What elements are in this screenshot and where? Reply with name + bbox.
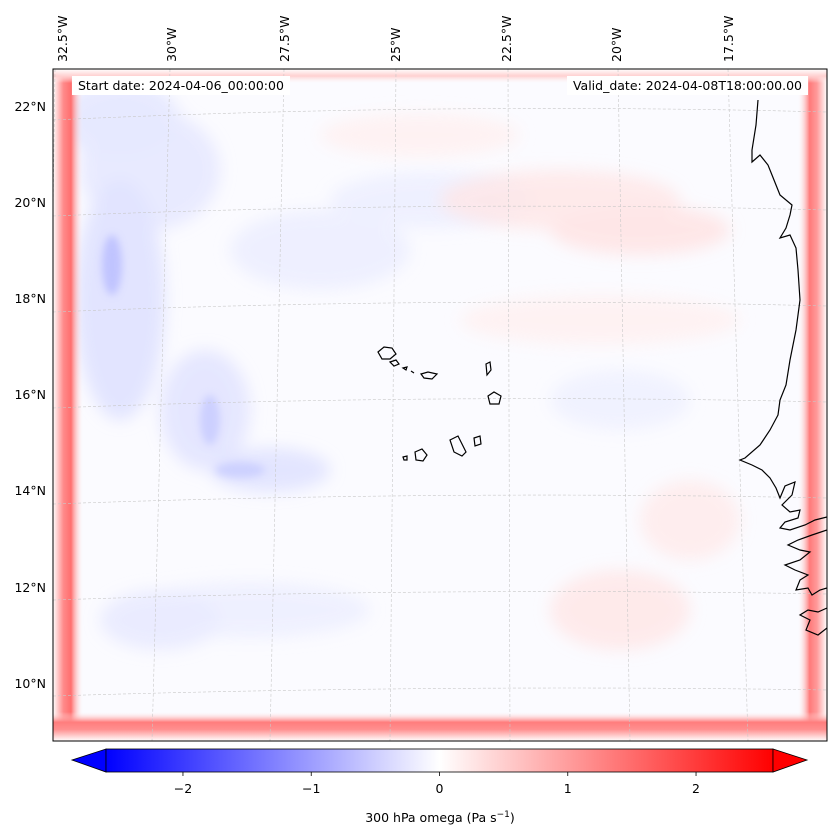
colorbar-extend-min <box>70 748 107 773</box>
island-fogo <box>414 448 428 462</box>
island-sao-vicente <box>388 359 400 367</box>
boundary-band-bottom <box>53 712 827 741</box>
map-plot-area[interactable] <box>46 68 828 742</box>
colorbar-ticks: −2 −1 0 1 2 <box>174 772 700 796</box>
colorbar-tick-label: 0 <box>436 781 444 796</box>
colorbar-tick-label: 1 <box>564 781 572 796</box>
cape-verde-islands <box>377 346 502 462</box>
lon-label-30w: 30°W <box>164 27 179 62</box>
boundary-band-right <box>798 69 827 741</box>
lat-label-18n: 18°N <box>14 291 46 306</box>
lat-label-12n: 12°N <box>14 580 46 595</box>
lon-label-32-5w: 32.5°W <box>55 16 70 62</box>
lat-label-14n: 14°N <box>14 483 46 498</box>
lon-label-27-5w: 27.5°W <box>277 16 292 62</box>
island-brava <box>402 455 408 461</box>
island-maio <box>473 435 482 447</box>
island-boa-vista <box>487 391 502 405</box>
island-santo-antao <box>377 346 397 360</box>
longitude-labels: 32.5°W 30°W 27.5°W 25°W 22.5°W 20°W 17.5… <box>55 16 736 62</box>
map-frame <box>52 68 828 742</box>
lon-label-17-5w: 17.5°W <box>721 16 736 62</box>
coastline <box>738 99 827 636</box>
boundary-band-left <box>53 69 83 741</box>
latitude-labels: 22°N 20°N 18°N 16°N 14°N 12°N 10°N <box>14 99 46 691</box>
lon-label-22-5w: 22.5°W <box>499 16 514 62</box>
coastline-africa <box>738 99 827 636</box>
lat-label-20n: 20°N <box>14 195 46 210</box>
start-date-label: Start date: 2024-04-06_00:00:00 <box>72 76 290 95</box>
lon-label-25w: 25°W <box>388 27 403 62</box>
island-sao-nicolau <box>410 370 439 380</box>
island-sal <box>485 361 492 377</box>
lon-label-20w: 20°W <box>609 27 624 62</box>
colorbar-tick-label: −1 <box>302 781 320 796</box>
lat-label-16n: 16°N <box>14 387 46 402</box>
colorbar-tick-label: −2 <box>174 781 192 796</box>
island-santiago <box>449 435 467 457</box>
colorbar-gradient <box>105 748 774 773</box>
lat-label-22n: 22°N <box>14 99 46 114</box>
island-santa-luzia <box>401 366 408 371</box>
colorbar: −2 −1 0 1 2 300 hPa omega (Pa s−1) <box>70 748 809 825</box>
colorbar-tick-label: 2 <box>692 781 700 796</box>
colorbar-label: 300 hPa omega (Pa s−1) <box>365 810 515 825</box>
graticule <box>53 69 827 741</box>
lat-label-10n: 10°N <box>14 676 46 691</box>
colorbar-extend-max <box>772 748 809 773</box>
valid-date-label: Valid_date: 2024-04-08T18:00:00.00 <box>566 76 808 95</box>
